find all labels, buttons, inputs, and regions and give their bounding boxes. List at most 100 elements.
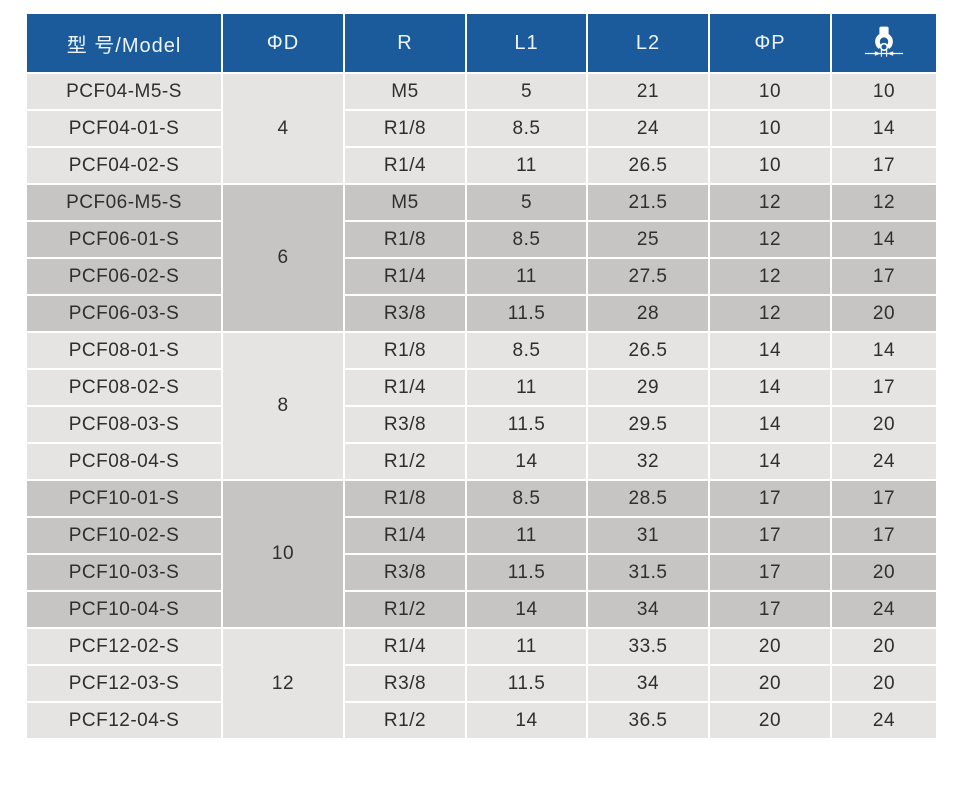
phi-p-cell: 12: [708, 257, 832, 296]
r-cell: R1/8: [343, 109, 467, 148]
l1-cell: 11.5: [465, 294, 588, 333]
phi-p-cell: 10: [708, 146, 832, 185]
l1-cell: 11.5: [465, 405, 588, 444]
phi-p-cell: 12: [708, 183, 832, 222]
wrench-size-cell: 24: [830, 590, 938, 629]
model-cell: PCF08-03-S: [25, 405, 223, 444]
l1-cell: 8.5: [465, 331, 588, 370]
l2-cell: 26.5: [586, 146, 710, 185]
wrench-size-cell: 17: [830, 479, 938, 518]
l2-cell: 21: [586, 72, 710, 111]
model-cell: PCF06-01-S: [25, 220, 223, 259]
model-cell: PCF04-01-S: [25, 109, 223, 148]
table-row: PCF06-02-S R1/4 11 27.5 12 17: [25, 257, 938, 296]
model-cell: PCF08-04-S: [25, 442, 223, 481]
phi-p-cell: 14: [708, 405, 832, 444]
l2-cell: 31: [586, 516, 710, 555]
col-header-model: 型 号/Model: [25, 12, 223, 74]
l2-cell: 29.5: [586, 405, 710, 444]
table-row: PCF06-01-S R1/8 8.5 25 12 14: [25, 220, 938, 259]
col-header-wrench: [830, 12, 938, 74]
wrench-size-cell: 10: [830, 72, 938, 111]
l1-cell: 11: [465, 257, 588, 296]
model-cell: PCF12-02-S: [25, 627, 223, 666]
wrench-size-cell: 20: [830, 405, 938, 444]
l1-cell: 14: [465, 590, 588, 629]
col-header-phi-p: ΦP: [708, 12, 832, 74]
table-row: PCF10-04-S R1/2 14 34 17 24: [25, 590, 938, 629]
r-cell: R3/8: [343, 294, 467, 333]
header-row: 型 号/Model ΦD R L1 L2 ΦP: [25, 12, 938, 74]
wrench-size-cell: 12: [830, 183, 938, 222]
spec-table-container: 型 号/Model ΦD R L1 L2 ΦP: [25, 12, 938, 740]
model-cell: PCF10-03-S: [25, 553, 223, 592]
wrench-size-icon: [863, 14, 905, 72]
col-header-r: R: [343, 12, 467, 74]
l1-cell: 5: [465, 72, 588, 111]
l2-cell: 25: [586, 220, 710, 259]
wrench-size-cell: 17: [830, 516, 938, 555]
table-row: PCF12-02-S 12 R1/4 11 33.5 20 20: [25, 627, 938, 740]
model-cell: PCF12-03-S: [25, 664, 223, 703]
table-row: PCF08-04-S R1/2 14 32 14 24: [25, 442, 938, 481]
table-row: PCF04-M5-S 4 M5 5 21 10 10: [25, 72, 938, 185]
r-cell: R1/8: [343, 479, 467, 518]
phi-d-cell: 8: [221, 331, 345, 481]
l1-cell: 11.5: [465, 553, 588, 592]
l2-cell: 27.5: [586, 257, 710, 296]
phi-p-cell: 17: [708, 516, 832, 555]
table-row: PCF04-02-S R1/4 11 26.5 10 17: [25, 146, 938, 185]
r-cell: M5: [343, 183, 467, 222]
l1-cell: 8.5: [465, 220, 588, 259]
model-cell: PCF04-M5-S: [25, 72, 223, 111]
l2-cell: 21.5: [586, 183, 710, 222]
l1-cell: 8.5: [465, 479, 588, 518]
table-row: PCF12-03-S R3/8 11.5 34 20 20: [25, 664, 938, 703]
l1-cell: 14: [465, 442, 588, 481]
r-cell: R1/2: [343, 701, 467, 740]
model-cell: PCF10-02-S: [25, 516, 223, 555]
table-row: PCF04-01-S R1/8 8.5 24 10 14: [25, 109, 938, 148]
table-row: PCF12-04-S R1/2 14 36.5 20 24: [25, 701, 938, 740]
phi-p-cell: 20: [708, 701, 832, 740]
model-cell: PCF10-04-S: [25, 590, 223, 629]
model-spec-table: 型 号/Model ΦD R L1 L2 ΦP: [25, 12, 938, 740]
l1-cell: 14: [465, 701, 588, 740]
phi-p-cell: 14: [708, 331, 832, 370]
wrench-size-cell: 20: [830, 664, 938, 703]
r-cell: R1/4: [343, 627, 467, 666]
r-cell: R1/4: [343, 146, 467, 185]
table-row: PCF06-M5-S 6 M5 5 21.5 12 12: [25, 183, 938, 333]
l2-cell: 34: [586, 664, 710, 703]
phi-p-cell: 17: [708, 553, 832, 592]
model-cell: PCF04-02-S: [25, 146, 223, 185]
table-row: PCF06-03-S R3/8 11.5 28 12 20: [25, 294, 938, 333]
table-row: PCF10-01-S 10 R1/8 8.5 28.5 17 17: [25, 479, 938, 629]
l2-cell: 28.5: [586, 479, 710, 518]
r-cell: R1/2: [343, 442, 467, 481]
l1-cell: 11: [465, 368, 588, 407]
model-cell: PCF10-01-S: [25, 479, 223, 518]
phi-p-cell: 12: [708, 220, 832, 259]
wrench-size-cell: 20: [830, 553, 938, 592]
table-row: PCF08-02-S R1/4 11 29 14 17: [25, 368, 938, 407]
phi-p-cell: 20: [708, 664, 832, 703]
wrench-size-cell: 20: [830, 627, 938, 666]
l1-cell: 5: [465, 183, 588, 222]
model-cell: PCF06-03-S: [25, 294, 223, 333]
model-cell: PCF06-02-S: [25, 257, 223, 296]
phi-p-cell: 10: [708, 72, 832, 111]
l2-cell: 32: [586, 442, 710, 481]
l1-cell: 11: [465, 627, 588, 666]
r-cell: R3/8: [343, 405, 467, 444]
l2-cell: 28: [586, 294, 710, 333]
wrench-size-cell: 17: [830, 368, 938, 407]
phi-p-cell: 17: [708, 479, 832, 518]
table-row: PCF10-03-S R3/8 11.5 31.5 17 20: [25, 553, 938, 592]
l2-cell: 34: [586, 590, 710, 629]
l2-cell: 26.5: [586, 331, 710, 370]
r-cell: R1/8: [343, 220, 467, 259]
phi-p-cell: 12: [708, 294, 832, 333]
l2-cell: 31.5: [586, 553, 710, 592]
